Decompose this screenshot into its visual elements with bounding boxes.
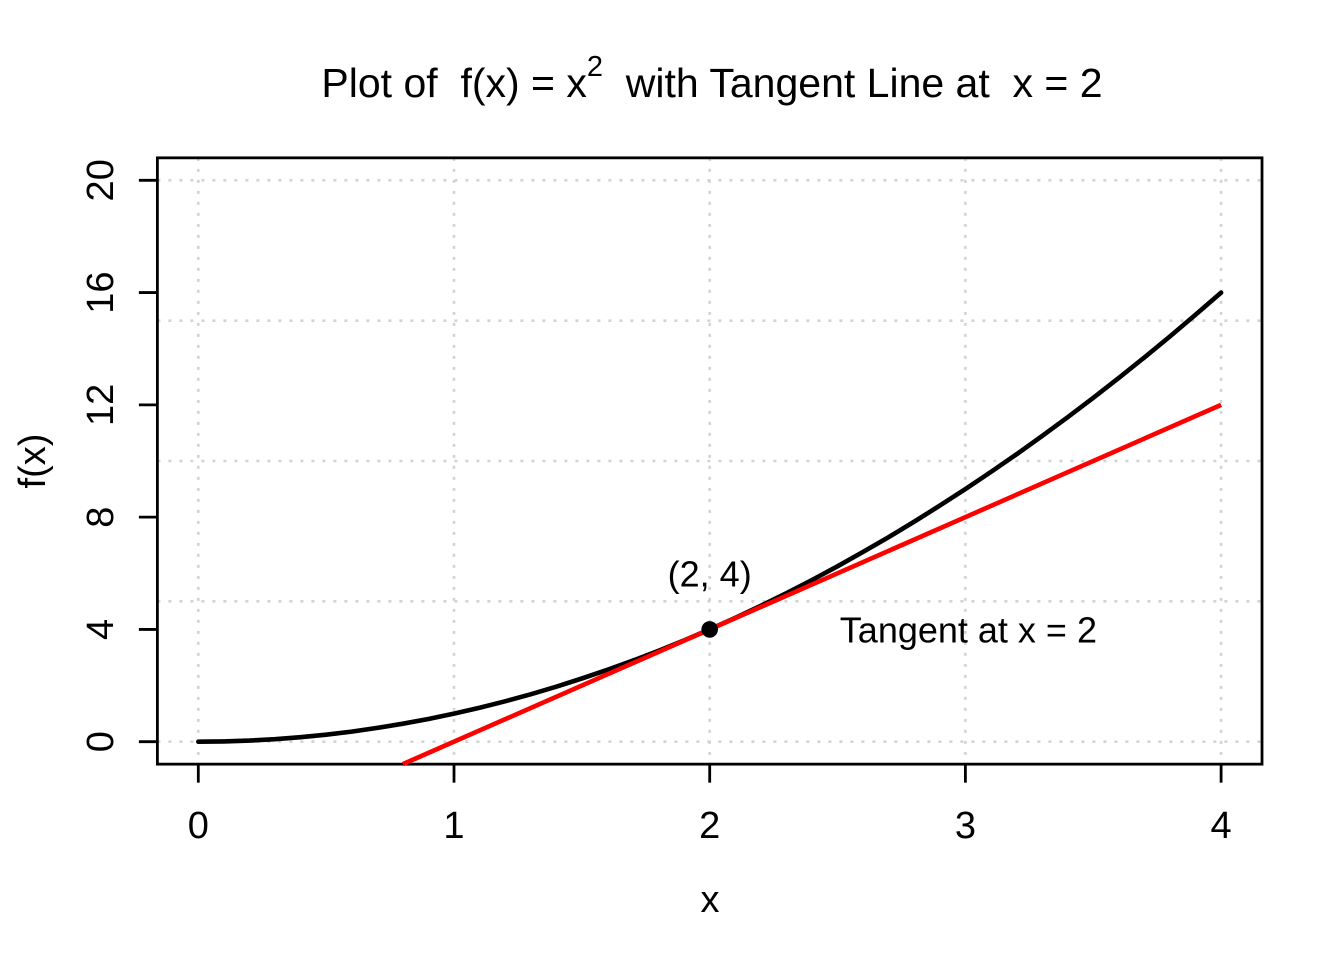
tangent-line (401, 402, 1223, 767)
tangent-point (701, 621, 718, 638)
point-label: (2, 4) (668, 553, 752, 594)
y-tick-label: 0 (80, 731, 122, 752)
title-post: with Tangent Line at x = 2 (603, 60, 1103, 106)
y-tick-label: 16 (80, 271, 122, 313)
x-axis-tick-labels: 0 1 2 3 4 (188, 805, 1232, 847)
y-tick-label: 8 (80, 507, 122, 528)
y-tick-label: 4 (80, 619, 122, 640)
gridlines (157, 157, 1263, 765)
y-tick-label: 20 (80, 159, 122, 201)
axis-ticks (138, 178, 1223, 783)
title-pre: Plot of f(x) = x (321, 60, 587, 106)
y-axis-tick-labels: 0 4 8 12 16 20 (80, 159, 122, 752)
x-tick-label: 0 (188, 805, 209, 847)
x-tick-label: 2 (699, 805, 720, 847)
y-tick-label: 12 (80, 384, 122, 426)
x-tick-label: 1 (443, 805, 464, 847)
tangent-label: Tangent at x = 2 (840, 609, 1097, 650)
y-axis-label: f(x) (12, 434, 54, 489)
title-superscript: 2 (587, 51, 603, 83)
x-axis-label: x (701, 879, 720, 921)
x-tick-label: 4 (1211, 805, 1232, 847)
plot-title: Plot of f(x) = x2 with Tangent Line at x… (321, 51, 1102, 106)
fx-curve (196, 290, 1224, 744)
x-tick-label: 3 (955, 805, 976, 847)
